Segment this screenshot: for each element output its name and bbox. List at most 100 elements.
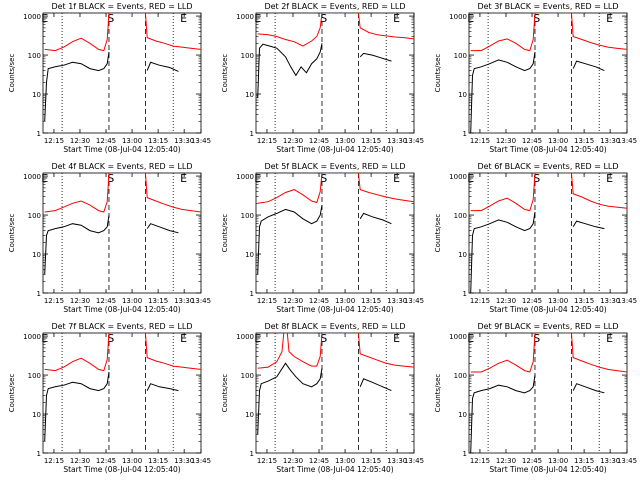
y-axis-label: Counts/sec xyxy=(8,214,16,253)
x-tick-label: 13:30 xyxy=(387,297,407,305)
marker-label-e: E xyxy=(393,12,400,25)
x-axis-label: Start Time (08-Jul-04 12:05:40) xyxy=(489,465,606,474)
y-tick-label: 100 xyxy=(241,52,254,60)
x-tick-label: 13:30 xyxy=(600,457,620,465)
x-tick-label: 13:45 xyxy=(617,137,637,145)
x-tick-label: 13:00 xyxy=(122,457,142,465)
panel-title: Det 7f BLACK = Events, RED = LLD xyxy=(51,322,192,331)
x-tick-label: 13:15 xyxy=(148,297,168,305)
lld-series-line xyxy=(257,13,414,47)
x-tick-label: 13:00 xyxy=(335,457,355,465)
x-tick-label: 13:00 xyxy=(548,457,568,465)
y-tick-label: 1 xyxy=(250,450,254,458)
y-tick-label: 10 xyxy=(32,251,41,259)
marker-label-e: E xyxy=(180,12,187,25)
marker-label-e: E xyxy=(180,172,187,185)
y-tick-label: 100 xyxy=(241,372,254,380)
y-tick-label: 1 xyxy=(37,450,41,458)
marker-label-e: E xyxy=(606,172,613,185)
x-tick-label: 13:15 xyxy=(148,137,168,145)
x-tick-label: 13:45 xyxy=(617,297,637,305)
y-tick-label: 1 xyxy=(463,290,467,298)
y-tick-label: 10 xyxy=(32,91,41,99)
x-tick-label: 13:00 xyxy=(335,137,355,145)
x-tick-label: 12:15 xyxy=(257,297,277,305)
y-tick-label: 10 xyxy=(245,411,254,419)
y-axis-label: Counts/sec xyxy=(221,214,229,253)
events-series-line xyxy=(359,212,392,225)
y-tick-label: 1 xyxy=(463,130,467,138)
lld-series-line xyxy=(257,173,414,204)
y-tick-label: 1000 xyxy=(236,13,254,21)
y-axis-label: Counts/sec xyxy=(221,374,229,413)
x-tick-label: 13:00 xyxy=(548,137,568,145)
x-tick-label: 13:45 xyxy=(191,297,211,305)
marker-label-s: S xyxy=(320,172,327,185)
events-series-line xyxy=(257,205,323,275)
panel-title: Det 1f BLACK = Events, RED = LLD xyxy=(51,2,192,11)
plot-frame xyxy=(468,172,628,294)
events-series-line xyxy=(146,61,179,72)
x-tick-label: 13:15 xyxy=(361,457,381,465)
x-tick-label: 12:45 xyxy=(522,137,542,145)
x-tick-label: 12:30 xyxy=(70,457,90,465)
events-series-line xyxy=(359,52,392,62)
y-tick-label: 1000 xyxy=(23,13,41,21)
x-tick-label: 12:15 xyxy=(44,137,64,145)
x-tick-label: 12:15 xyxy=(470,457,490,465)
x-tick-label: 12:45 xyxy=(96,137,116,145)
x-axis-label: Start Time (08-Jul-04 12:05:40) xyxy=(276,465,393,474)
x-axis-label: Start Time (08-Jul-04 12:05:40) xyxy=(63,305,180,314)
x-tick-label: 12:15 xyxy=(470,137,490,145)
y-axis-label: Counts/sec xyxy=(434,54,442,93)
y-tick-label: 1 xyxy=(250,290,254,298)
x-tick-label: 12:45 xyxy=(309,457,329,465)
marker-label-s: S xyxy=(107,172,114,185)
y-tick-label: 10 xyxy=(458,91,467,99)
x-tick-label: 13:15 xyxy=(574,297,594,305)
events-series-line xyxy=(470,375,536,453)
x-tick-label: 12:30 xyxy=(70,137,90,145)
x-tick-label: 13:00 xyxy=(122,137,142,145)
x-tick-label: 13:15 xyxy=(148,457,168,465)
lld-series-line xyxy=(470,13,627,52)
marker-label-e: E xyxy=(254,172,261,185)
events-series-line xyxy=(44,371,110,442)
y-tick-label: 100 xyxy=(241,212,254,220)
events-series-line xyxy=(257,43,323,98)
lld-series-line xyxy=(44,13,201,52)
y-tick-label: 10 xyxy=(458,411,467,419)
events-series-line xyxy=(572,60,605,72)
marker-label-e: E xyxy=(393,332,400,345)
y-axis-label: Counts/sec xyxy=(434,214,442,253)
marker-label-s: S xyxy=(533,12,540,25)
x-tick-label: 13:00 xyxy=(122,297,142,305)
x-tick-label: 12:30 xyxy=(283,137,303,145)
y-tick-label: 100 xyxy=(28,372,41,380)
events-series-line xyxy=(257,362,323,435)
x-tick-label: 12:30 xyxy=(283,457,303,465)
marker-label-e: E xyxy=(180,332,187,345)
x-tick-label: 12:30 xyxy=(496,137,516,145)
events-series-line xyxy=(572,220,605,230)
x-tick-label: 13:30 xyxy=(174,297,194,305)
y-tick-label: 100 xyxy=(28,52,41,60)
x-tick-label: 13:30 xyxy=(174,457,194,465)
lld-series-line xyxy=(470,173,627,212)
marker-label-e: E xyxy=(41,172,48,185)
x-axis-label: Start Time (08-Jul-04 12:05:40) xyxy=(276,305,393,314)
panel-title: Det 9f BLACK = Events, RED = LLD xyxy=(477,322,618,331)
marker-label-e: E xyxy=(467,172,474,185)
y-tick-label: 1000 xyxy=(23,173,41,181)
x-tick-label: 12:15 xyxy=(44,457,64,465)
x-tick-label: 12:45 xyxy=(309,297,329,305)
y-tick-label: 1 xyxy=(250,130,254,138)
plot-frame xyxy=(42,332,202,454)
